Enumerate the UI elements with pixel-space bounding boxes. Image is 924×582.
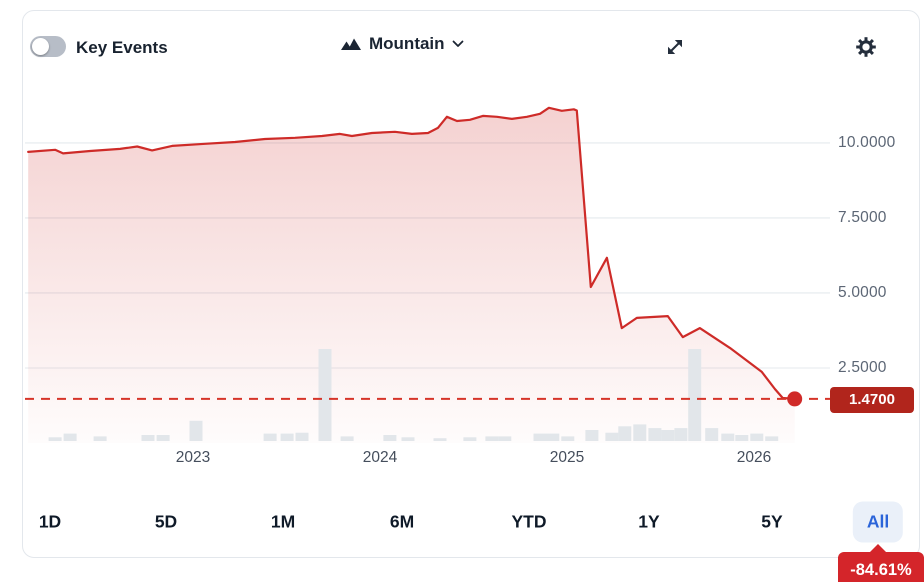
y-tick-10: 10.0000: [838, 134, 896, 151]
fullscreen-button[interactable]: [660, 32, 690, 62]
range-button-all[interactable]: All: [852, 501, 904, 543]
last-price-dot: [787, 391, 803, 407]
y-tick-2-5: 2.5000: [838, 359, 887, 376]
change-percent-tooltip: -84.61%: [838, 544, 924, 582]
range-button-1d[interactable]: 1D: [25, 502, 75, 543]
chevron-down-icon: [452, 40, 463, 47]
range-button-ytd[interactable]: YTD: [498, 502, 561, 543]
price-line: [27, 106, 796, 400]
mountain-icon: [341, 38, 361, 50]
x-tick-2024: 2024: [362, 449, 398, 466]
y-tick-7-5: 7.5000: [838, 209, 887, 226]
last-price-badge: 1.4700: [830, 387, 914, 413]
chart-type-select[interactable]: Mountain: [340, 34, 464, 54]
range-button-1y[interactable]: 1Y: [624, 502, 673, 543]
x-tick-2025: 2025: [549, 449, 585, 466]
key-events-label: Key Events: [76, 38, 168, 57]
settings-button[interactable]: [851, 32, 881, 62]
y-tick-5: 5.0000: [838, 284, 887, 301]
expand-icon: [668, 40, 682, 54]
key-events-toggle[interactable]: [30, 36, 66, 57]
toggle-knob: [32, 38, 49, 55]
range-button-1m[interactable]: 1M: [257, 502, 309, 543]
range-button-6m[interactable]: 6M: [376, 502, 428, 543]
range-button-5y[interactable]: 5Y: [747, 502, 796, 543]
x-tick-2026: 2026: [736, 449, 772, 466]
gear-icon: [856, 37, 876, 57]
range-button-5d[interactable]: 5D: [141, 502, 191, 543]
price-area: [28, 107, 795, 444]
volume-bars: [48, 349, 779, 441]
chart-type-label: Mountain: [369, 34, 445, 53]
x-tick-2023: 2023: [175, 449, 211, 466]
